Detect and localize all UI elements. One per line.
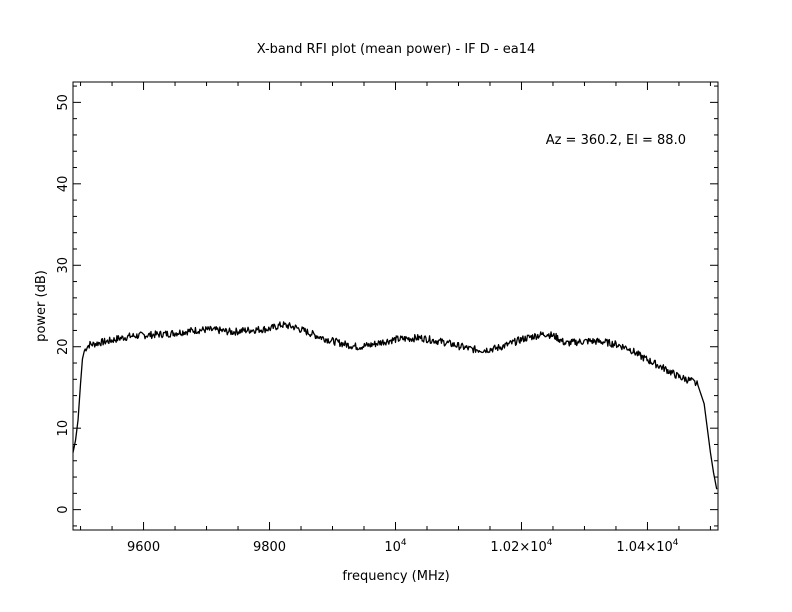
y-tick-label: 10: [56, 420, 71, 437]
y-tick-label: 40: [56, 176, 71, 193]
axis-ticks: [73, 82, 718, 530]
y-axis-label: power (dB): [34, 270, 49, 342]
y-tick-label: 30: [56, 257, 71, 274]
x-tick-label: 9800: [253, 540, 286, 555]
power-trace: [72, 321, 718, 490]
x-tick-label: 9600: [127, 540, 160, 555]
x-tick-label: 1.04×104: [616, 538, 678, 555]
chart-title: X-band RFI plot (mean power) - IF D - ea…: [257, 42, 536, 57]
y-tick-label: 20: [56, 338, 71, 355]
y-tick-label: 50: [56, 94, 71, 111]
tick-labels: 9600 9800 104 1.02×104 1.04×104 0 10 20 30 40 50: [56, 94, 679, 555]
plot-frame: [72, 81, 719, 531]
x-tick-label: 1.02×104: [490, 538, 552, 555]
series-layer: [72, 321, 718, 490]
x-tick-label: 104: [384, 538, 407, 555]
x-axis-label: frequency (MHz): [342, 569, 449, 584]
az-el-annotation: Az = 360.2, El = 88.0: [546, 133, 686, 148]
y-tick-label: 0: [56, 505, 71, 513]
